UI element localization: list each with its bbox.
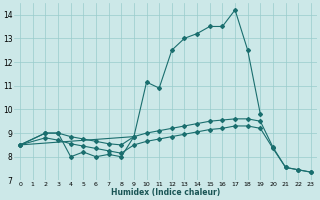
X-axis label: Humidex (Indice chaleur): Humidex (Indice chaleur): [111, 188, 220, 197]
